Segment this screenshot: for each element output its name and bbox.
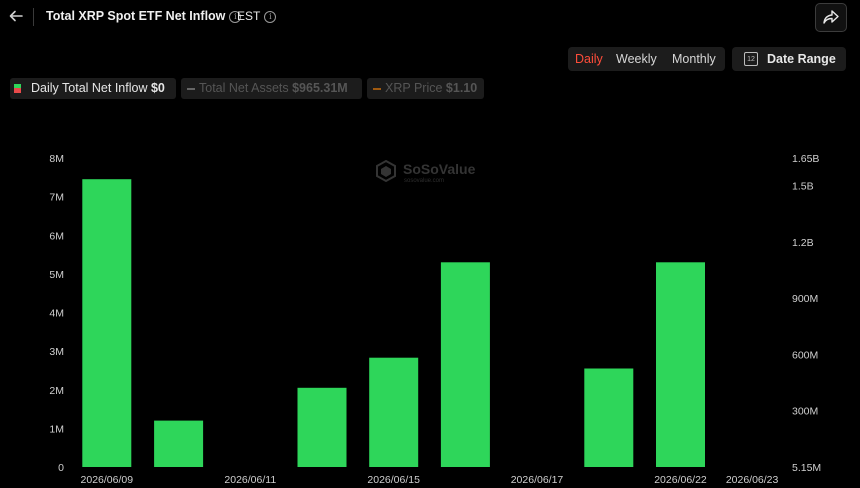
period-daily[interactable]: Daily: [575, 52, 603, 66]
legend-label: XRP Price: [385, 81, 443, 95]
bar-2026/06/22[interactable]: [656, 262, 705, 467]
bar-2026/06/16[interactable]: [440, 262, 490, 467]
legend-swatch-bar: [14, 84, 21, 93]
legend-swatch-line: [373, 88, 381, 90]
x-tick-label: 2026/06/11: [224, 474, 276, 486]
y-tick-label: 3M: [49, 346, 64, 358]
y-tick-label: 4M: [49, 308, 64, 320]
y2-tick-label: 900M: [792, 293, 818, 305]
y-tick-label: 8M: [49, 153, 64, 165]
share-icon: [823, 10, 839, 24]
watermark: SoSoValue sosovalue.com: [376, 159, 476, 184]
legend-total-net-assets[interactable]: Total Net Assets $965.31M: [181, 78, 362, 99]
legend-daily-net-inflow[interactable]: Daily Total Net Inflow $0: [10, 78, 176, 99]
bar-2026/06/15[interactable]: [369, 357, 419, 467]
bar-2026/06/10[interactable]: [154, 420, 204, 467]
y2-tick-label: 1.2B: [792, 237, 814, 249]
y-tick-label: 1M: [49, 423, 64, 435]
page-title-text: Total XRP Spot ETF Net Inflow: [46, 9, 226, 23]
y-tick-label: 7M: [49, 192, 64, 204]
x-tick-label: 2026/06/15: [367, 474, 420, 486]
x-tick-label: 2026/06/09: [81, 474, 134, 486]
legend-xrp-price[interactable]: XRP Price $1.10: [367, 78, 484, 99]
share-button[interactable]: [815, 3, 847, 32]
chart-header: Total XRP Spot ETF Net Inflow i EST i: [0, 0, 860, 34]
page-title: Total XRP Spot ETF Net Inflow i: [46, 9, 242, 23]
period-monthly[interactable]: Monthly: [672, 52, 716, 66]
y-tick-label: 0: [58, 462, 64, 474]
watermark-name: SoSoValue: [403, 161, 476, 177]
y-tick-label: 2M: [49, 385, 64, 397]
legend-swatch-line: [187, 88, 195, 90]
arrow-left-icon[interactable]: [8, 8, 24, 24]
legend-label: Total Net Assets: [199, 81, 289, 95]
bar-2026/06/12[interactable]: [297, 387, 347, 467]
y-tick-label: 5M: [49, 269, 64, 281]
info-icon[interactable]: i: [229, 11, 242, 23]
y2-tick-label: 1.5B: [792, 181, 814, 193]
y2-tick-label: 600M: [792, 349, 818, 361]
bar-chart: SoSoValue sosovalue.com 0 1M 2M 3M 4M 5M 6M 7M 8…: [49, 153, 821, 486]
calendar-icon: 12: [744, 52, 758, 66]
date-range-label: Date Range: [767, 52, 836, 66]
watermark-sub: sosovalue.com: [404, 178, 444, 184]
x-tick-label: 2026/06/17: [511, 474, 564, 486]
watermark-logo-icon: [376, 159, 396, 183]
period-selector: Daily Weekly Monthly: [568, 47, 725, 71]
timezone-info-icon[interactable]: i: [264, 11, 277, 23]
legend-label: Daily Total Net Inflow: [31, 81, 148, 95]
legend-value: $965.31M: [292, 81, 348, 95]
x-tick-label: 2026/06/23: [726, 474, 779, 486]
timezone-text: EST: [237, 9, 261, 23]
header-divider: [33, 8, 34, 26]
date-range-button[interactable]: 12 Date Range: [732, 47, 846, 71]
y2-tick-label: 1.65B: [792, 153, 819, 165]
timezone-label: EST i: [237, 9, 277, 23]
y-tick-label: 6M: [49, 230, 64, 242]
y2-tick-label: 5.15M: [792, 462, 821, 474]
y2-tick-label: 300M: [792, 406, 818, 418]
period-weekly[interactable]: Weekly: [616, 52, 657, 66]
legend-value: $1.10: [445, 81, 478, 95]
legend-value: $0: [150, 81, 165, 95]
bar-2026/06/18[interactable]: [584, 368, 634, 468]
bar-2026/06/09[interactable]: [82, 179, 132, 467]
x-tick-label: 2026/06/22: [654, 474, 707, 486]
